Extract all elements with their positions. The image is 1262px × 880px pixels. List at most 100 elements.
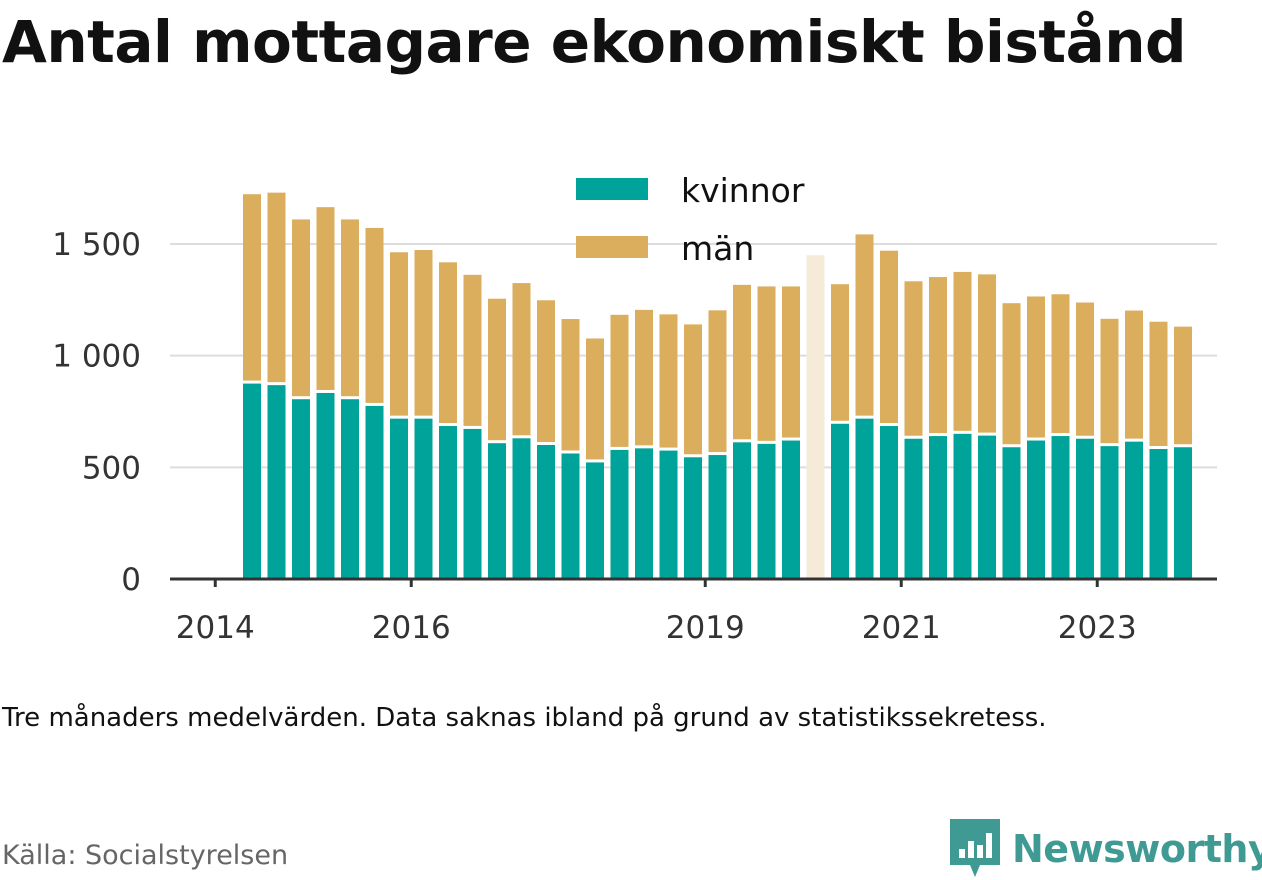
legend-swatch-man [576,236,648,258]
bar-kvinnor [439,426,457,579]
bar-kvinnor [1149,449,1168,579]
bar-man [341,219,359,397]
bar-man [831,284,849,421]
bar-kvinnor [880,426,898,579]
bar-kvinnor [414,418,433,579]
bar-man [782,286,800,438]
bar-man [684,324,702,455]
bar-kvinnor [341,399,359,579]
bar-kvinnor [978,435,996,579]
stacked-bar-chart: 0 500 1 000 1 500 2014 2016 2019 2021 2023 kvin… [52,171,1217,646]
bar-kvinnor [586,462,604,579]
bar-kvinnor [1100,446,1119,579]
bar-man [708,310,727,453]
bar-kvinnor [267,385,286,579]
bar-man [1051,294,1070,434]
bar-kvinnor [390,418,408,579]
bar-man [1027,296,1045,438]
legend: kvinnor män [576,171,805,268]
x-tick-label: 2021 [862,610,941,646]
bar-kvinnor [316,392,335,579]
bar-man [267,192,286,383]
bar-man [463,274,482,426]
bar-man [635,309,653,446]
bar-kvinnor [855,418,874,579]
bar-kvinnor [659,450,678,579]
chart-title: Antal mottagare ekonomiskt bistånd [2,8,1187,76]
bar-kvinnor [1027,440,1045,579]
x-tick-label: 2014 [176,610,255,646]
bar-man [561,319,580,451]
bar-kvinnor [782,440,800,579]
bar-kvinnor [512,438,531,579]
bar-man [512,283,531,436]
source-text: Källa: Socialstyrelsen [2,840,289,871]
bar-man [904,281,923,436]
bar-man [978,274,996,433]
bar-man [733,284,751,440]
bar-man [1100,318,1119,444]
bar-kvinnor [488,443,506,579]
missing-data-bar [806,255,825,579]
y-axis: 0 500 1 000 1 500 [52,227,141,598]
bar-kvinnor [1125,441,1143,579]
bar-man [586,338,604,460]
bar-man [929,277,947,434]
x-tick-label: 2019 [666,610,745,646]
bar-man [1125,310,1143,439]
y-tick-label: 0 [121,562,141,598]
newsworthy-logo-icon [950,819,1000,877]
bar-kvinnor [684,457,702,579]
bar-man [243,194,261,381]
bar-man [316,207,335,390]
bar-kvinnor [1002,447,1021,579]
bar-kvinnor [635,448,653,579]
legend-label-kvinnor: kvinnor [681,171,805,210]
bar-man [659,314,678,448]
y-tick-label: 1 500 [52,227,141,263]
brand-name: Newsworthy [1012,827,1262,871]
bar-man [1002,303,1021,445]
chart-note: Tre månaders medelvärden. Data saknas ib… [2,703,1047,733]
x-axis: 2014 2016 2019 2021 2023 [170,577,1217,646]
bar-man [1076,302,1094,436]
bar-kvinnor [733,442,751,579]
newsworthy-logo: Newsworthy [950,818,1262,880]
bar-kvinnor [831,423,849,579]
bar-man [610,314,629,447]
bar-kvinnor [1174,447,1192,579]
bar-man [1149,321,1168,447]
bars [243,192,1192,579]
x-tick-label: 2023 [1058,610,1137,646]
bar-kvinnor [292,399,310,579]
bar-kvinnor [708,455,727,579]
missing-data-markers [806,255,825,579]
bar-man [537,300,555,442]
bar-kvinnor [243,383,261,579]
bar-man [953,271,972,431]
bar-man [880,250,898,424]
bar-man [855,234,874,416]
bar-kvinnor [463,428,482,579]
bar-man [365,227,384,403]
bar-man [757,286,776,441]
legend-label-man: män [681,229,754,268]
bar-kvinnor [1051,436,1070,579]
bar-kvinnor [904,438,923,579]
bar-man [390,252,408,416]
bar-kvinnor [1076,438,1094,579]
bar-man [1174,326,1192,445]
bar-kvinnor [610,449,629,579]
bar-kvinnor [953,433,972,579]
y-tick-label: 500 [82,450,141,486]
y-tick-label: 1 000 [52,339,141,375]
legend-swatch-kvinnor [576,178,648,200]
x-tick-label: 2016 [372,610,451,646]
bar-kvinnor [929,436,947,579]
bar-man [439,262,457,424]
bar-kvinnor [365,405,384,579]
bar-kvinnor [757,443,776,579]
bar-man [414,250,433,416]
bar-man [292,219,310,397]
bar-kvinnor [561,453,580,579]
